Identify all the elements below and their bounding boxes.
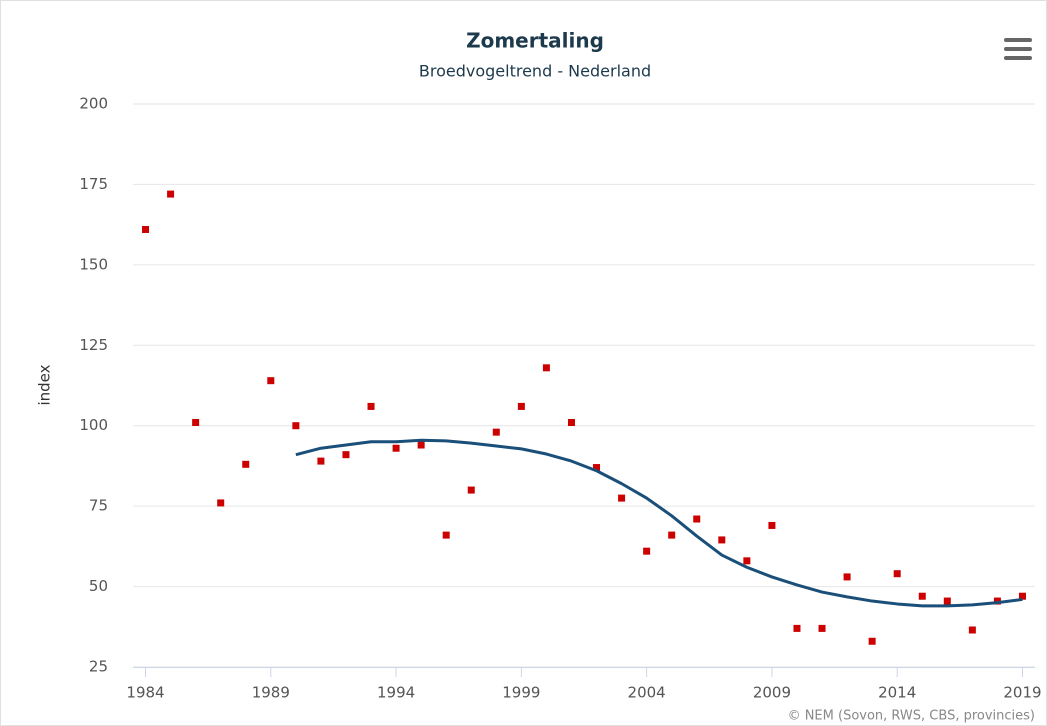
data-point <box>993 597 1001 605</box>
menu-bar[interactable] <box>1004 56 1032 60</box>
y-tick-label: 75 <box>89 497 108 515</box>
data-point <box>618 494 626 502</box>
data-point <box>492 428 500 436</box>
data-point <box>242 460 250 468</box>
trend-line <box>295 438 1023 608</box>
data-point <box>217 499 225 507</box>
data-point <box>1018 592 1026 600</box>
data-point <box>517 402 525 410</box>
y-tick-label: 100 <box>79 416 108 434</box>
x-tick-label: 2019 <box>1003 684 1041 702</box>
y-tick-label: 175 <box>79 175 108 193</box>
data-point <box>142 225 150 233</box>
data-point <box>818 624 826 632</box>
data-point <box>768 521 776 529</box>
data-point <box>693 515 701 523</box>
menu-bar[interactable] <box>1004 38 1032 42</box>
data-point <box>668 531 676 539</box>
chart-subtitle: Broedvogeltrend - Nederland <box>419 62 651 81</box>
x-tick-label: 2014 <box>878 684 916 702</box>
data-point <box>342 451 350 459</box>
data-point <box>317 457 325 465</box>
y-axis-label: index <box>36 364 54 405</box>
credits: © NEM (Sovon, RWS, CBS, provincies) <box>788 709 1035 724</box>
data-point <box>417 441 425 449</box>
x-tick-label: 1984 <box>126 684 164 702</box>
data-point <box>542 364 550 372</box>
menu-bar[interactable] <box>1004 47 1032 51</box>
data-point <box>918 592 926 600</box>
data-point <box>593 464 601 472</box>
data-point <box>793 624 801 632</box>
data-point <box>843 573 851 581</box>
data-point <box>893 570 901 578</box>
x-tick-label: 1989 <box>252 684 290 702</box>
y-tick-label: 25 <box>89 658 108 676</box>
y-tick-label: 125 <box>79 336 108 354</box>
x-tick-label: 1994 <box>377 684 415 702</box>
data-point <box>968 626 976 634</box>
y-tick-label: 200 <box>79 95 108 113</box>
data-point <box>292 422 300 430</box>
y-tick-label: 50 <box>89 577 108 595</box>
data-point <box>943 597 951 605</box>
x-tick-label: 1999 <box>502 684 540 702</box>
data-point <box>643 547 651 555</box>
data-point <box>567 418 575 426</box>
data-point <box>367 402 375 410</box>
data-point <box>267 377 275 385</box>
data-point <box>192 418 200 426</box>
data-point <box>467 486 475 494</box>
x-tick-label: 2004 <box>628 684 666 702</box>
menu-button[interactable] <box>1004 38 1032 60</box>
y-tick-label: 150 <box>79 255 108 273</box>
data-point <box>743 557 751 565</box>
x-tick-label: 2009 <box>753 684 791 702</box>
data-point <box>392 444 400 452</box>
data-point <box>868 637 876 645</box>
data-point <box>718 536 726 544</box>
data-point <box>167 190 175 198</box>
data-point <box>442 531 450 539</box>
chart-title: Zomertaling <box>466 29 604 53</box>
